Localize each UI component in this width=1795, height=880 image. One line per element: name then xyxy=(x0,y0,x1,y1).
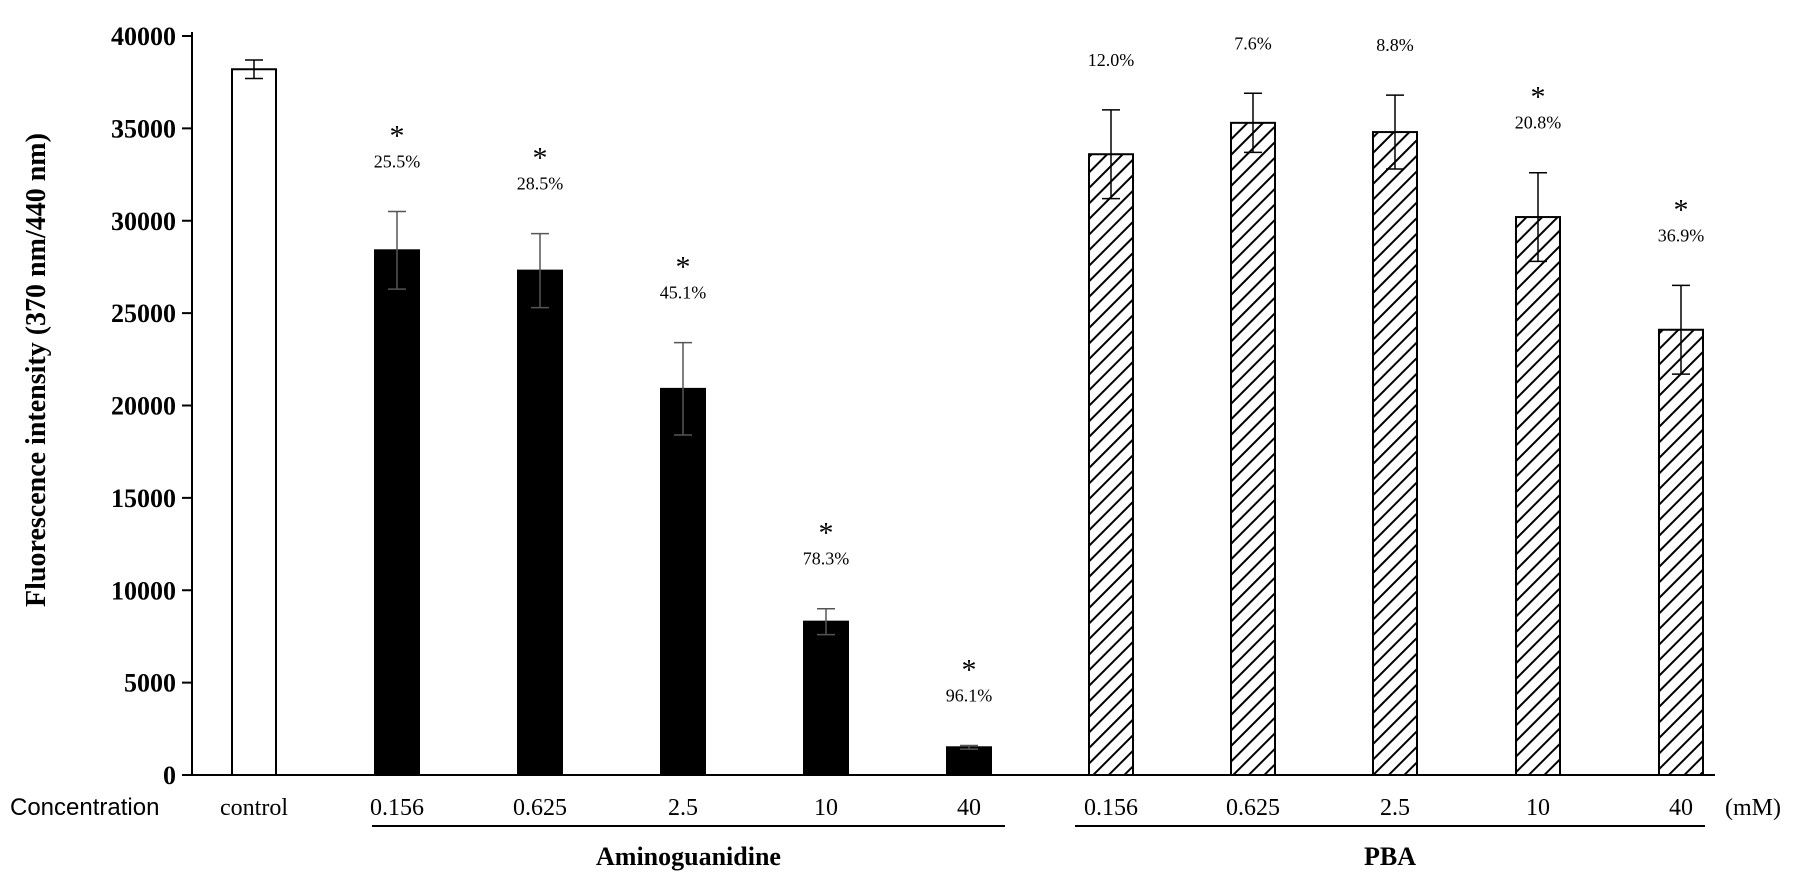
bar xyxy=(946,746,992,776)
significance-marker: * xyxy=(1674,193,1689,226)
inhibition-label: 20.8% xyxy=(1515,113,1562,133)
significance-marker: * xyxy=(962,653,977,686)
y-tick-label: 5000 xyxy=(124,669,176,698)
x-tick-label: control xyxy=(220,795,288,821)
bar xyxy=(660,387,706,776)
bar xyxy=(374,249,420,776)
unit-label: (mM) xyxy=(1725,795,1781,821)
concentration-label: Concentration xyxy=(10,794,159,821)
group-label: PBA xyxy=(1364,842,1416,871)
bar xyxy=(1088,153,1134,777)
significance-marker: * xyxy=(1531,81,1546,114)
y-tick-label: 30000 xyxy=(111,207,176,236)
significance-marker: * xyxy=(819,517,834,550)
x-tick-label: 0.625 xyxy=(1226,795,1280,821)
inhibition-label: 7.6% xyxy=(1234,33,1272,53)
bar xyxy=(231,68,277,776)
inhibition-label: 8.8% xyxy=(1376,35,1414,55)
x-tick-label: 2.5 xyxy=(1380,795,1410,821)
y-tick-label: 35000 xyxy=(111,114,176,143)
inhibition-label: 45.1% xyxy=(660,283,707,303)
x-tick-label: 10 xyxy=(814,795,838,821)
bar xyxy=(1515,216,1561,776)
group-label: Aminoguanidine xyxy=(596,842,781,871)
y-tick-label: 10000 xyxy=(111,576,176,605)
significance-marker: * xyxy=(676,251,691,284)
x-axis: control 0.156 0.625 2.5 10 40 0.156 0.625 2.5 10 4… xyxy=(192,774,1715,871)
inhibition-label: 36.9% xyxy=(1658,225,1705,245)
x-tick-label: 0.625 xyxy=(513,795,567,821)
y-axis-label: Fluorescence intensity (370 nm/440 nm) xyxy=(21,133,52,607)
x-tick-label: 10 xyxy=(1526,795,1550,821)
inhibition-label: 28.5% xyxy=(517,174,564,194)
bar xyxy=(1230,121,1276,776)
x-tick-label: 40 xyxy=(957,795,981,821)
x-tick-label: 0.156 xyxy=(370,795,424,821)
significance-marker: * xyxy=(533,142,548,175)
inhibition-label: 25.5% xyxy=(374,152,421,172)
bar xyxy=(517,269,563,776)
y-axis: 0 5000 10000 15000 20000 25000 30000 35000 40000 xyxy=(111,22,193,790)
y-tick-label: 40000 xyxy=(111,22,176,51)
y-tick-label: 15000 xyxy=(111,484,176,513)
inhibition-label: 96.1% xyxy=(946,685,993,705)
bar xyxy=(803,620,849,776)
x-tick-label: 40 xyxy=(1669,795,1693,821)
significance-marker: * xyxy=(390,120,405,153)
x-tick-label: 2.5 xyxy=(668,795,698,821)
bar xyxy=(1372,131,1418,776)
y-tick-label: 0 xyxy=(163,761,176,790)
y-tick-label: 25000 xyxy=(111,299,176,328)
bar-series: 25.5%*28.5%*45.1%*78.3%*96.1%*12.0%7.6% 8… xyxy=(231,33,1705,777)
inhibition-label: 12.0% xyxy=(1088,50,1135,70)
y-tick-label: 20000 xyxy=(111,392,176,421)
bar xyxy=(1658,328,1704,776)
inhibition-label: 78.3% xyxy=(803,549,850,569)
x-tick-label: 0.156 xyxy=(1084,795,1138,821)
